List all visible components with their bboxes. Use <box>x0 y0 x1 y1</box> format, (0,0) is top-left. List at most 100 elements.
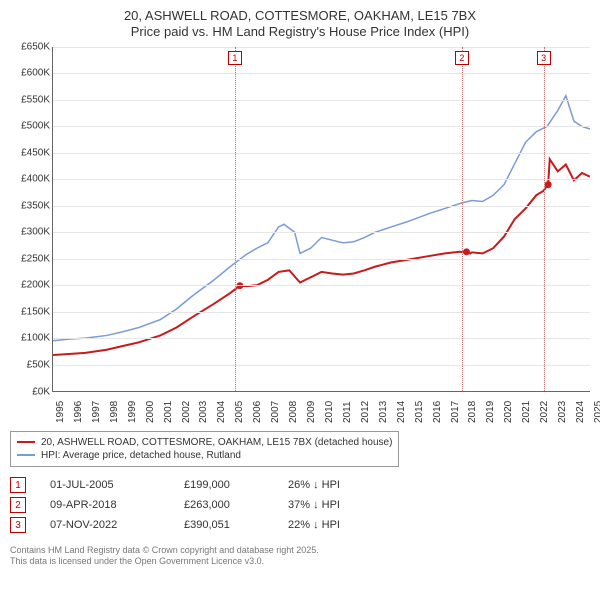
y-tick-label: £400K <box>21 174 50 185</box>
y-axis: £0K£50K£100K£150K£200K£250K£300K£350K£40… <box>10 47 52 392</box>
x-tick-label: 2001 <box>163 400 174 422</box>
y-tick-label: £200K <box>21 280 50 291</box>
sale-diff: 37% ↓ HPI <box>288 499 408 511</box>
legend-swatch-price <box>17 441 35 443</box>
gridline <box>53 47 590 48</box>
x-tick-label: 2015 <box>414 400 425 422</box>
x-tick-label: 2012 <box>360 400 371 422</box>
gridline <box>53 285 590 286</box>
y-tick-label: £0K <box>32 386 50 397</box>
y-tick-label: £550K <box>21 94 50 105</box>
gridline <box>53 206 590 207</box>
sale-diff: 22% ↓ HPI <box>288 519 408 531</box>
y-tick-label: £50K <box>27 359 50 370</box>
plot-area: 123 <box>52 47 590 392</box>
title-line-2: Price paid vs. HM Land Registry's House … <box>10 24 590 40</box>
legend-item-price: 20, ASHWELL ROAD, COTTESMORE, OAKHAM, LE… <box>17 436 392 449</box>
gridline <box>53 153 590 154</box>
gridline <box>53 365 590 366</box>
footer-line-1: Contains HM Land Registry data © Crown c… <box>10 545 590 557</box>
y-tick-label: £300K <box>21 227 50 238</box>
sale-row: 2 09-APR-2018 £263,000 37% ↓ HPI <box>10 495 590 515</box>
legend-label-price: 20, ASHWELL ROAD, COTTESMORE, OAKHAM, LE… <box>41 437 392 448</box>
gridline <box>53 338 590 339</box>
sale-marker: 2 <box>462 47 463 391</box>
x-tick-label: 2010 <box>324 400 335 422</box>
x-tick-label: 2006 <box>252 400 263 422</box>
sale-marker: 3 <box>544 47 545 391</box>
x-tick-label: 2025 <box>593 400 600 422</box>
x-tick-label: 1998 <box>109 400 120 422</box>
x-tick-label: 1995 <box>55 400 66 422</box>
x-tick-label: 2004 <box>216 400 227 422</box>
gridline <box>53 259 590 260</box>
gridline <box>53 126 590 127</box>
legend: 20, ASHWELL ROAD, COTTESMORE, OAKHAM, LE… <box>10 431 399 467</box>
y-tick-label: £150K <box>21 306 50 317</box>
y-tick-label: £500K <box>21 121 50 132</box>
sale-diff: 26% ↓ HPI <box>288 479 408 491</box>
x-tick-label: 2009 <box>306 400 317 422</box>
y-tick-label: £250K <box>21 253 50 264</box>
sale-marker-label: 2 <box>455 51 469 65</box>
sale-point <box>545 181 552 188</box>
series-hpi <box>53 95 590 340</box>
gridline <box>53 100 590 101</box>
x-tick-label: 2007 <box>270 400 281 422</box>
x-tick-label: 2017 <box>450 400 461 422</box>
x-tick-label: 1997 <box>91 400 102 422</box>
x-tick-label: 2018 <box>467 400 478 422</box>
legend-swatch-hpi <box>17 454 35 456</box>
series-price <box>53 159 590 355</box>
sale-date: 07-NOV-2022 <box>50 519 180 531</box>
sale-date: 09-APR-2018 <box>50 499 180 511</box>
sale-price: £263,000 <box>184 499 284 511</box>
footer: Contains HM Land Registry data © Crown c… <box>10 545 590 568</box>
x-tick-label: 2014 <box>396 400 407 422</box>
legend-item-hpi: HPI: Average price, detached house, Rutl… <box>17 449 392 462</box>
legend-label-hpi: HPI: Average price, detached house, Rutl… <box>41 450 241 461</box>
x-tick-label: 2019 <box>485 400 496 422</box>
x-tick-label: 2020 <box>503 400 514 422</box>
footer-line-2: This data is licensed under the Open Gov… <box>10 556 590 568</box>
x-tick-label: 2021 <box>521 400 532 422</box>
x-tick-label: 2002 <box>181 400 192 422</box>
y-tick-label: £450K <box>21 147 50 158</box>
sale-key: 3 <box>10 517 26 533</box>
y-tick-label: £350K <box>21 200 50 211</box>
x-tick-label: 2005 <box>234 400 245 422</box>
x-tick-label: 2013 <box>378 400 389 422</box>
x-tick-label: 1996 <box>73 400 84 422</box>
sale-marker-label: 1 <box>228 51 242 65</box>
y-tick-label: £600K <box>21 68 50 79</box>
sales-table: 1 01-JUL-2005 £199,000 26% ↓ HPI 2 09-APR-201… <box>10 475 590 535</box>
x-tick-label: 2011 <box>342 401 353 423</box>
sale-date: 01-JUL-2005 <box>50 479 180 491</box>
gridline <box>53 179 590 180</box>
x-tick-label: 2016 <box>432 400 443 422</box>
x-tick-label: 2022 <box>539 400 550 422</box>
title-line-1: 20, ASHWELL ROAD, COTTESMORE, OAKHAM, LE… <box>10 8 590 24</box>
x-axis: 1995 1996 1997 1998 1999 2000 2001 2002 2003 2004… <box>52 395 590 427</box>
sale-row: 3 07-NOV-2022 £390,051 22% ↓ HPI <box>10 515 590 535</box>
sale-marker-label: 3 <box>537 51 551 65</box>
sale-point <box>463 248 470 255</box>
chart-title: 20, ASHWELL ROAD, COTTESMORE, OAKHAM, LE… <box>10 8 590 41</box>
y-tick-label: £100K <box>21 333 50 344</box>
sale-key: 1 <box>10 477 26 493</box>
x-tick-label: 2003 <box>198 400 209 422</box>
x-tick-label: 1999 <box>127 400 138 422</box>
gridline <box>53 232 590 233</box>
sale-price: £390,051 <box>184 519 284 531</box>
x-tick-label: 2023 <box>557 400 568 422</box>
sale-row: 1 01-JUL-2005 £199,000 26% ↓ HPI <box>10 475 590 495</box>
x-tick-label: 2024 <box>575 400 586 422</box>
x-tick-label: 2000 <box>145 400 156 422</box>
x-tick-label: 2008 <box>288 400 299 422</box>
gridline <box>53 312 590 313</box>
chart-area: £0K £50K £100K £150K £200K £250K £300K £350K £40… <box>10 47 590 427</box>
gridline <box>53 73 590 74</box>
sale-key: 2 <box>10 497 26 513</box>
y-tick-label: £650K <box>21 41 50 52</box>
sale-price: £199,000 <box>184 479 284 491</box>
